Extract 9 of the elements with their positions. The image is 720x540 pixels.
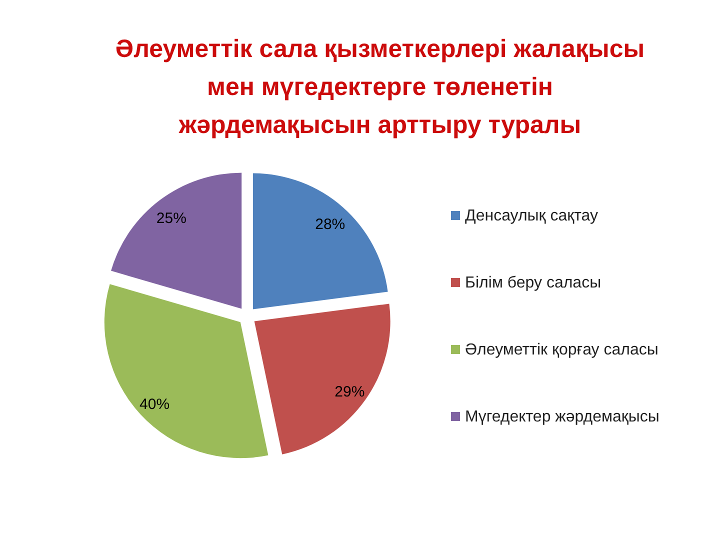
data-label: 25% <box>156 210 186 227</box>
legend-label: Білім беру саласы <box>465 274 602 292</box>
chart-title: Әлеуметтік сала қызметкерлері жалақысы мен мүгедектерге төленетін жәрдемақысын арттыру туралы <box>115 35 645 139</box>
data-label: 29% <box>334 383 365 400</box>
legend-label: Мүгедектер жәрдемақысы <box>465 408 660 426</box>
legend-label: Денсаулық сақтау <box>465 208 598 224</box>
data-label: 28% <box>315 216 346 233</box>
data-label: 40% <box>140 396 170 414</box>
legend-label: Әлеуметтік қорғау саласы <box>465 342 658 358</box>
